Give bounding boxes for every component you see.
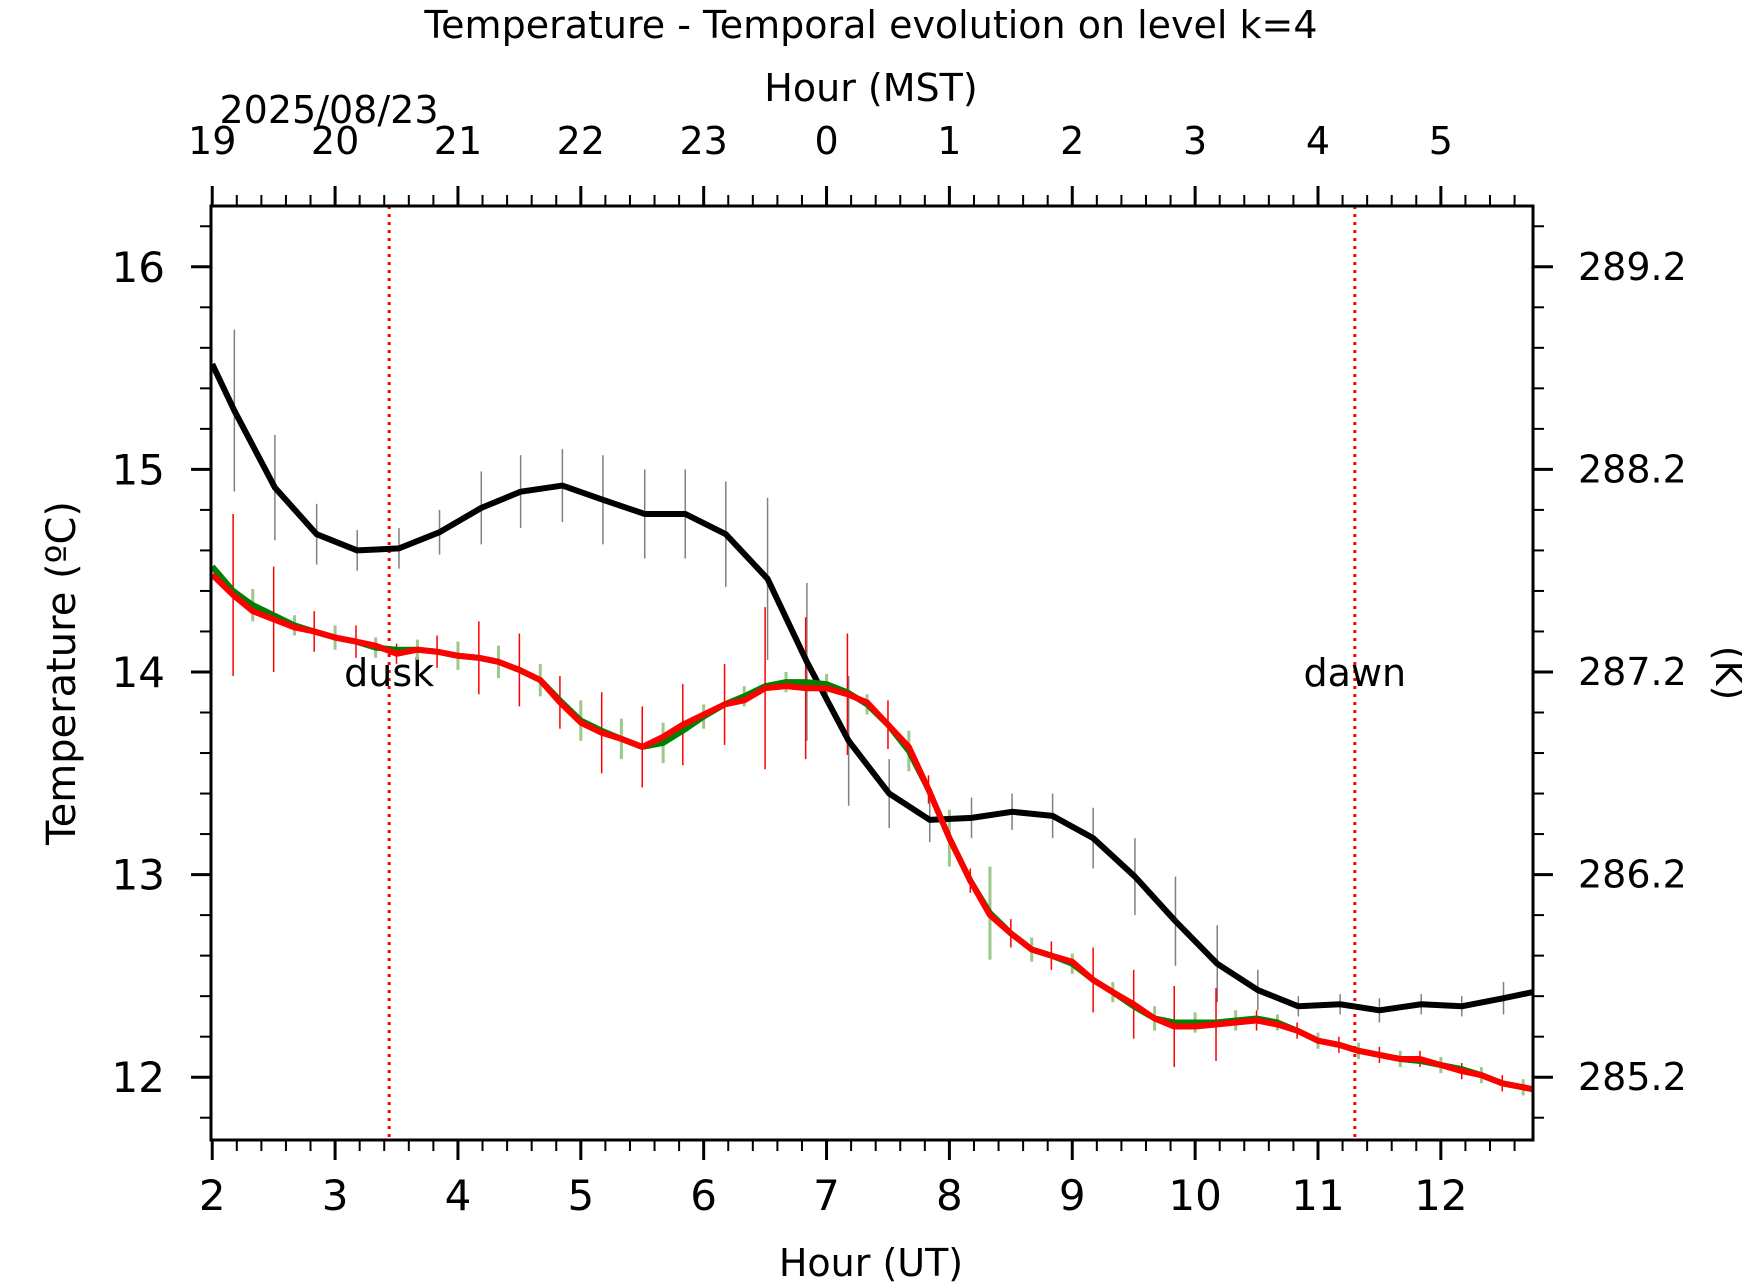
y2-tick-label: 288.2	[1578, 447, 1687, 491]
x-tick-label: 10	[1168, 1171, 1221, 1220]
event-label: dusk	[344, 651, 434, 695]
x-tick-label: 4	[445, 1171, 472, 1220]
top-axis-label: Hour (MST)	[764, 66, 977, 110]
x2-tick-label: 22	[557, 119, 605, 163]
y-axis-label: Temperature (ºC)	[39, 501, 85, 846]
x2-tick-label: 4	[1306, 119, 1330, 163]
x2-tick-label: 0	[814, 119, 838, 163]
y2-tick-label: 287.2	[1578, 650, 1687, 694]
x-axis-label: Hour (UT)	[779, 1241, 963, 1282]
series-line	[209, 564, 1534, 1093]
x2-tick-label: 1	[937, 119, 961, 163]
x-tick-label: 11	[1291, 1171, 1344, 1220]
y-tick-label: 16	[112, 243, 165, 292]
series-line	[209, 362, 1534, 1014]
x-tick-label: 12	[1414, 1171, 1467, 1220]
x-tick-label: 9	[1059, 1171, 1086, 1220]
x2-tick-label: 3	[1183, 119, 1207, 163]
x-tick-label: 6	[690, 1171, 717, 1220]
event-label: dawn	[1304, 651, 1407, 695]
y-tick-label: 14	[112, 648, 165, 697]
series-line	[210, 572, 1534, 1093]
x-tick-label: 2	[199, 1171, 226, 1220]
x2-tick-label: 19	[188, 119, 236, 163]
y2-tick-label: 289.2	[1578, 245, 1687, 289]
x2-tick-label: 23	[679, 119, 727, 163]
x2-tick-label: 5	[1429, 119, 1453, 163]
x2-tick-label: 20	[311, 119, 359, 163]
x-tick-label: 3	[322, 1171, 349, 1220]
y-tick-label: 12	[112, 1053, 165, 1102]
x2-tick-label: 21	[434, 119, 482, 163]
y2-tick-label: 285.2	[1578, 1055, 1687, 1099]
x-tick-label: 5	[567, 1171, 594, 1220]
y-tick-label: 15	[112, 445, 165, 494]
y-tick-label: 13	[112, 851, 165, 900]
date-label: 2025/08/23	[219, 88, 438, 132]
chart-title: Temperature - Temporal evolution on leve…	[423, 3, 1317, 47]
y2-axis-label: (K)	[1707, 646, 1742, 701]
y2-tick-label: 286.2	[1578, 853, 1687, 897]
x-tick-label: 7	[813, 1171, 840, 1220]
x-tick-label: 8	[936, 1171, 963, 1220]
x2-tick-label: 2	[1060, 119, 1084, 163]
